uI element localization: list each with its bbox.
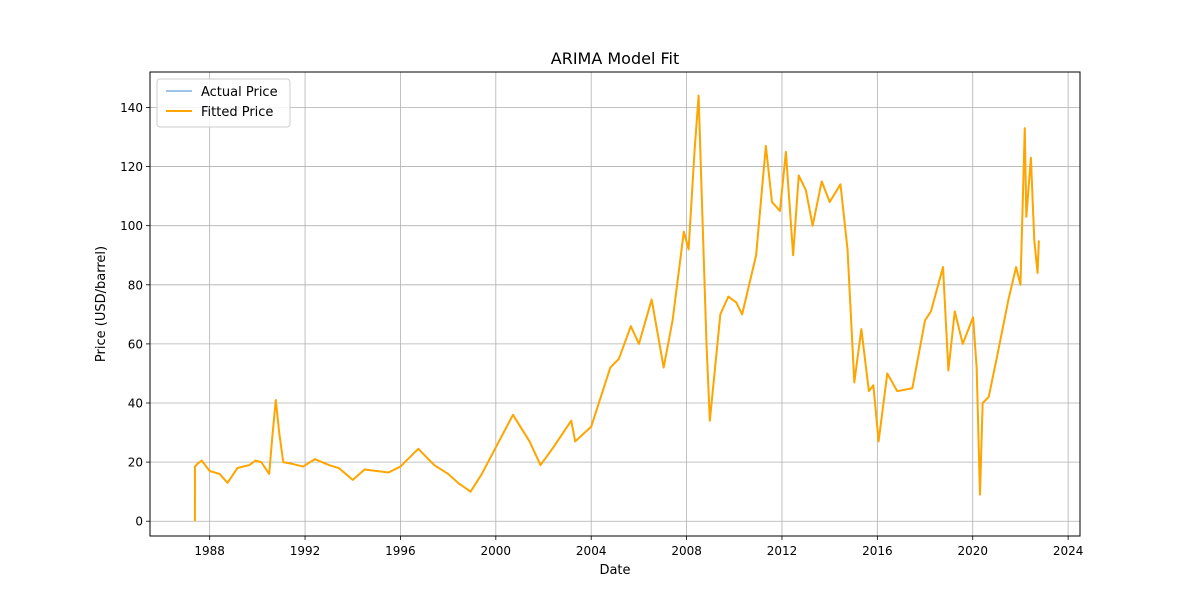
y-axis-label: Price (USD/barrel) — [94, 246, 109, 362]
x-axis-ticks: 1988 1992 1996 2000 2004 2008 2012 2016 2020 2024 — [194, 536, 1083, 558]
chart-title: ARIMA Model Fit — [551, 49, 680, 68]
series-line-actual-price — [194, 94, 1040, 496]
series-layer — [193, 94, 1040, 522]
y-tick-label: 40 — [128, 397, 143, 411]
y-tick-label: 20 — [128, 456, 143, 470]
grid-lines — [150, 72, 1080, 536]
x-tick-label: 2020 — [957, 544, 988, 558]
x-tick-label: 1988 — [194, 544, 225, 558]
x-tick-label: 2012 — [767, 544, 798, 558]
x-tick-label: 2008 — [671, 544, 702, 558]
x-tick-label: 2000 — [481, 544, 512, 558]
y-tick-label: 80 — [128, 278, 143, 292]
y-axis-ticks: 0 20 40 60 80 100 120 140 — [120, 101, 150, 529]
x-tick-label: 2016 — [862, 544, 893, 558]
x-axis-label: Date — [599, 563, 630, 578]
x-tick-label: 1992 — [290, 544, 321, 558]
series-line-fitted-price — [193, 94, 1040, 522]
x-tick-label: 2024 — [1053, 544, 1084, 558]
y-tick-label: 100 — [120, 219, 143, 233]
legend-label-actual-price: Actual Price — [201, 85, 278, 100]
y-tick-label: 120 — [120, 160, 143, 174]
x-tick-label: 2004 — [576, 544, 607, 558]
plot-frame — [149, 71, 1081, 537]
legend-label-fitted-price: Fitted Price — [201, 105, 273, 120]
legend: Actual Price Fitted Price — [156, 78, 291, 128]
x-tick-label: 1996 — [385, 544, 416, 558]
y-tick-label: 140 — [120, 101, 143, 115]
y-tick-label: 60 — [128, 337, 143, 351]
y-tick-label: 0 — [135, 515, 143, 529]
